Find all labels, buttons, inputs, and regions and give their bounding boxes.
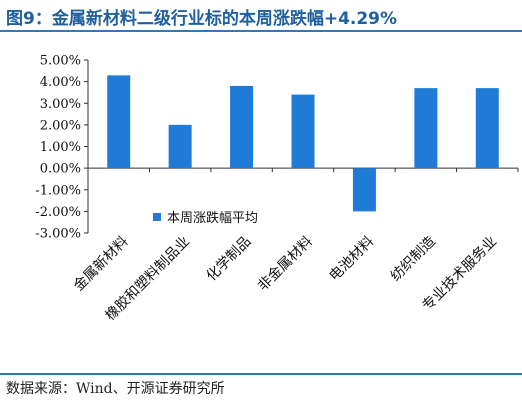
legend-swatch bbox=[153, 213, 161, 221]
bar bbox=[291, 94, 315, 169]
source-note: 数据来源：Wind、开源证券研究所 bbox=[6, 381, 225, 397]
x-tick-label: 电池材料 bbox=[326, 234, 377, 285]
y-tick-label: 5.00% bbox=[40, 54, 81, 69]
bar bbox=[168, 124, 192, 169]
x-tick-label: 化学制品 bbox=[203, 234, 254, 285]
bar bbox=[414, 88, 438, 169]
x-tick-label: 金属新材料 bbox=[71, 234, 132, 295]
x-tick-label: 纺织制造 bbox=[388, 234, 439, 285]
y-tick-label: 0.00% bbox=[40, 162, 81, 177]
y-tick-label: -2.00% bbox=[35, 205, 81, 220]
y-tick-label: -1.00% bbox=[35, 183, 81, 198]
bar bbox=[107, 75, 131, 169]
x-tick-label: 非金属材料 bbox=[255, 234, 316, 295]
bar bbox=[475, 88, 499, 169]
y-tick-label: 4.00% bbox=[40, 75, 81, 90]
bar bbox=[230, 85, 254, 169]
y-tick-label: -3.00% bbox=[35, 227, 81, 242]
y-tick-label: 3.00% bbox=[40, 97, 81, 112]
y-tick-label: 2.00% bbox=[40, 118, 81, 133]
bar bbox=[352, 168, 376, 212]
title-rule bbox=[0, 30, 522, 32]
chart-title: 图9：金属新材料二级行业标的本周涨跌幅+4.29% bbox=[6, 9, 398, 29]
y-tick-label: 1.00% bbox=[40, 140, 81, 155]
source-rule bbox=[0, 373, 522, 375]
legend-label: 本周涨跌幅平均 bbox=[167, 210, 258, 226]
